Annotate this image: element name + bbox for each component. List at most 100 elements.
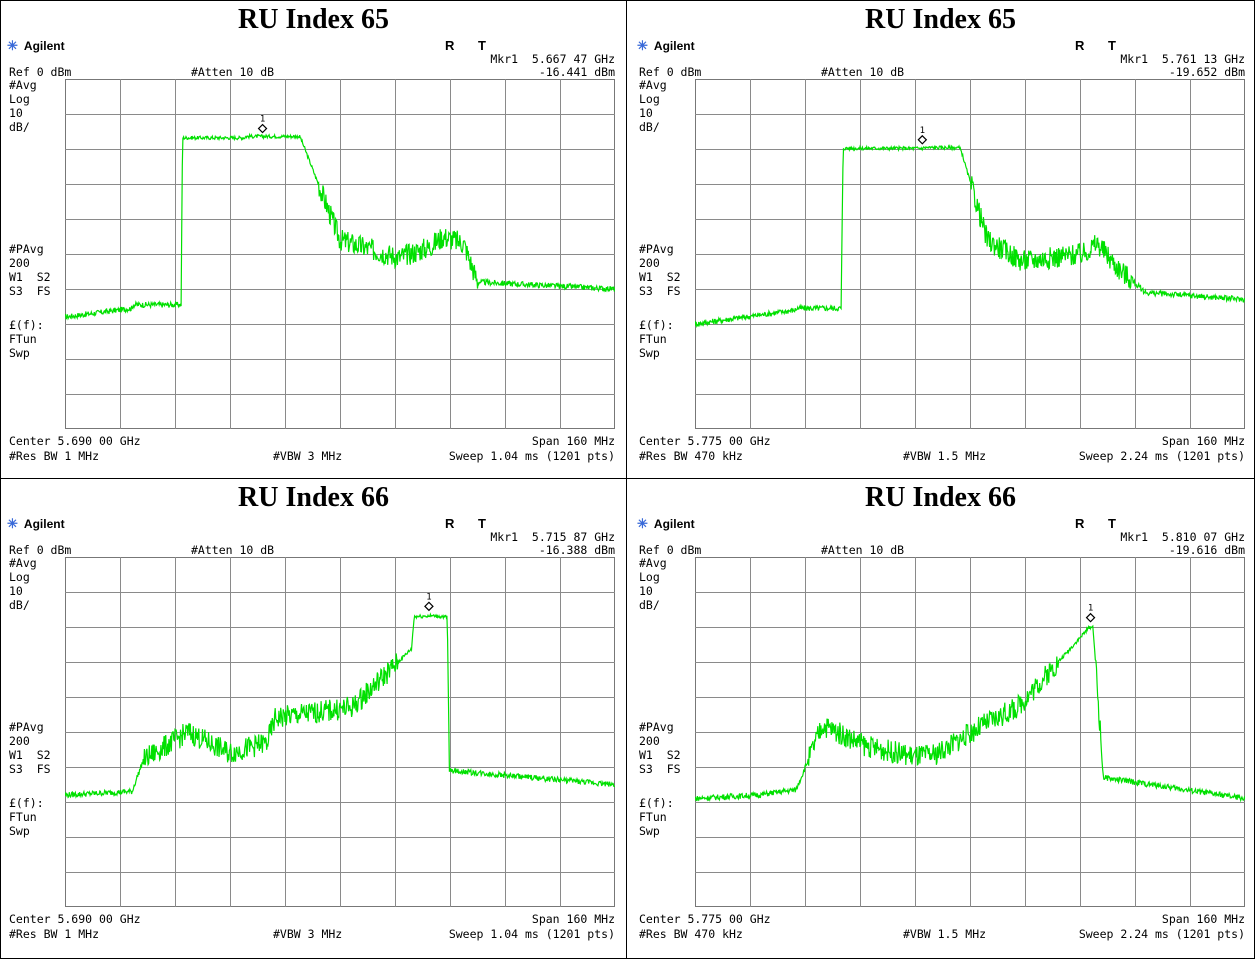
left-label: S3 FS [9, 762, 51, 776]
left-label: #PAvg [639, 242, 674, 256]
marker-number: 1 [260, 115, 265, 125]
left-label: dB/ [639, 120, 660, 134]
left-label: dB/ [9, 120, 30, 134]
sweep-time: Sweep 2.24 ms (1201 pts) [1078, 927, 1245, 941]
rt-indicator: R T [445, 38, 496, 53]
marker-amplitude: -16.441 dBm [538, 65, 615, 79]
agilent-logo: ✳ Agilent [637, 516, 695, 531]
left-label: Swp [9, 346, 30, 360]
left-label: W1 S2 [9, 270, 51, 284]
marker-diamond-icon [424, 601, 434, 612]
panel-title: RU Index 65 [238, 4, 389, 35]
resolution-bandwidth: #Res BW 1 MHz [9, 449, 100, 463]
panel-bottom-right: RU Index 66 ✳ Agilent R T Mkr1 5.810 07 G… [627, 479, 1254, 958]
video-bandwidth: #VBW 3 MHz [273, 449, 343, 463]
rt-indicator: R T [1075, 38, 1126, 53]
panel-top-right: RU Index 65 ✳ Agilent R T Mkr1 5.761 13 G… [627, 1, 1254, 479]
left-label: Log [9, 92, 30, 106]
left-label: #PAvg [9, 720, 44, 734]
attenuation: #Atten 10 dB [821, 65, 905, 79]
sweep-time: Sweep 1.04 ms (1201 pts) [448, 449, 615, 463]
analyzer-screen: ✳ Agilent R T Mkr1 5.667 47 GHz -16.441 d… [7, 37, 621, 475]
agilent-spark-icon: ✳ [637, 38, 648, 53]
left-label: Log [9, 570, 30, 584]
attenuation: #Atten 10 dB [191, 65, 275, 79]
spectrum-trace [695, 144, 1245, 329]
left-label: Swp [639, 346, 660, 360]
analyzer-screen: ✳ Agilent R T Mkr1 5.715 87 GHz -16.388 d… [7, 515, 621, 953]
agilent-logo: ✳ Agilent [7, 38, 65, 53]
center-frequency: Center 5.690 00 GHz [9, 912, 141, 926]
left-label: 10 [9, 106, 23, 120]
left-label: S3 FS [639, 762, 681, 776]
agilent-logo: ✳ Agilent [7, 516, 65, 531]
left-label: 10 [9, 584, 23, 598]
left-label: #Avg [9, 556, 37, 570]
center-frequency: Center 5.690 00 GHz [9, 434, 141, 448]
left-label: 10 [639, 106, 653, 120]
spectrum-plot: 1 [65, 79, 615, 429]
marker-frequency: Mkr1 5.715 87 GHz [490, 530, 615, 544]
left-label: 200 [9, 734, 30, 748]
panel-title: RU Index 66 [238, 482, 389, 513]
spectrum-trace [695, 624, 1245, 803]
attenuation: #Atten 10 dB [821, 543, 905, 557]
sweep-time: Sweep 2.24 ms (1201 pts) [1078, 449, 1245, 463]
agilent-spark-icon: ✳ [637, 516, 648, 531]
marker-number: 1 [920, 126, 925, 136]
left-label: 10 [639, 584, 653, 598]
center-frequency: Center 5.775 00 GHz [639, 912, 771, 926]
spectrum-plot: 1 [65, 557, 615, 907]
left-label: Swp [639, 824, 660, 838]
marker-number: 1 [426, 592, 431, 602]
reference-level: Ref 0 dBm [639, 543, 702, 557]
panel-top-left: RU Index 65 ✳ Agilent R T Mkr1 5.667 47 G… [1, 1, 627, 479]
video-bandwidth: #VBW 1.5 MHz [903, 449, 987, 463]
marker-amplitude: -19.616 dBm [1168, 543, 1245, 557]
reference-level: Ref 0 dBm [9, 543, 72, 557]
panel-title: RU Index 66 [865, 482, 1016, 513]
panel-bottom-left: RU Index 66 ✳ Agilent R T Mkr1 5.715 87 G… [1, 479, 627, 958]
marker-diamond-icon [917, 134, 928, 145]
marker-frequency: Mkr1 5.761 13 GHz [1120, 52, 1245, 66]
agilent-logo: ✳ Agilent [637, 38, 695, 53]
reference-level: Ref 0 dBm [9, 65, 72, 79]
panel-title: RU Index 65 [865, 4, 1016, 35]
left-label: W1 S2 [639, 748, 681, 762]
spectrum-trace [65, 132, 615, 321]
video-bandwidth: #VBW 3 MHz [273, 927, 343, 941]
left-label: #Avg [9, 78, 37, 92]
left-label: FTun [639, 332, 667, 346]
span: Span 160 MHz [1161, 434, 1245, 448]
video-bandwidth: #VBW 1.5 MHz [903, 927, 987, 941]
left-label: £(f): [639, 318, 674, 332]
left-label: 200 [9, 256, 30, 270]
left-label: dB/ [639, 598, 660, 612]
agilent-spark-icon: ✳ [7, 516, 18, 531]
spectrum-trace [65, 612, 615, 799]
left-label: Log [639, 570, 660, 584]
spectrum-plot: 1 [695, 79, 1245, 429]
left-label: £(f): [639, 796, 674, 810]
analyzer-screen: ✳ Agilent R T Mkr1 5.761 13 GHz -19.652 d… [637, 37, 1251, 475]
span: Span 160 MHz [531, 434, 615, 448]
left-label: FTun [9, 332, 37, 346]
marker-amplitude: -16.388 dBm [538, 543, 615, 557]
left-label: #Avg [639, 78, 667, 92]
left-label: 200 [639, 734, 660, 748]
left-label: £(f): [9, 796, 44, 810]
left-label: S3 FS [9, 284, 51, 298]
rt-indicator: R T [1075, 516, 1126, 531]
resolution-bandwidth: #Res BW 470 kHz [639, 927, 743, 941]
analyzer-screen: ✳ Agilent R T Mkr1 5.810 07 GHz -19.616 d… [637, 515, 1251, 953]
left-label: FTun [639, 810, 667, 824]
attenuation: #Atten 10 dB [191, 543, 275, 557]
spectrum-plot: 1 [695, 557, 1245, 907]
span: Span 160 MHz [531, 912, 615, 926]
left-label: 200 [639, 256, 660, 270]
left-label: Log [639, 92, 660, 106]
sweep-time: Sweep 1.04 ms (1201 pts) [448, 927, 615, 941]
left-label: FTun [9, 810, 37, 824]
left-label: W1 S2 [9, 748, 51, 762]
